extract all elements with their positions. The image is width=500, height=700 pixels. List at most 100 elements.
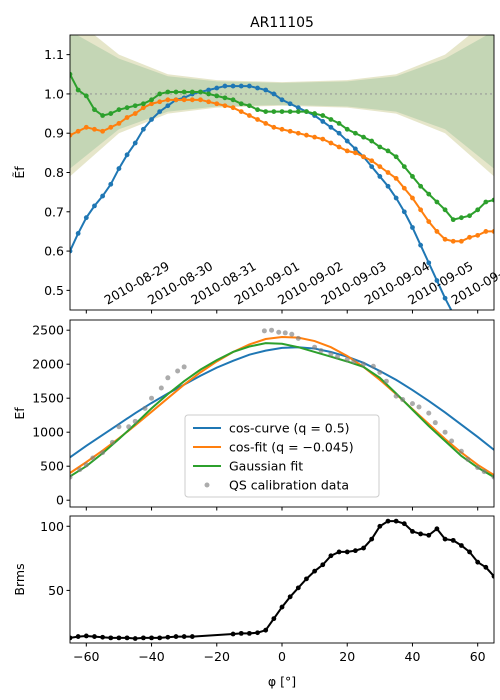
series-marker	[165, 97, 171, 103]
series-marker	[312, 134, 318, 140]
series-marker	[108, 635, 114, 641]
series-marker	[458, 543, 464, 548]
series-line	[70, 342, 494, 478]
y-tick-label: 0	[56, 493, 64, 508]
series-marker	[361, 545, 366, 551]
y-tick-label: 0.6	[44, 244, 64, 259]
series-marker	[157, 99, 163, 105]
series-marker	[108, 181, 114, 187]
scatter-point	[465, 456, 471, 462]
series-marker	[92, 203, 97, 209]
series-marker	[418, 207, 424, 213]
series-line	[70, 346, 494, 459]
series-marker	[467, 213, 472, 219]
scatter-point	[432, 420, 438, 426]
scatter-point	[282, 330, 288, 336]
series-marker	[401, 521, 407, 527]
series-marker	[140, 105, 146, 111]
series-marker	[418, 531, 424, 537]
scatter-point	[289, 331, 295, 337]
series-marker	[279, 126, 285, 132]
series-marker	[255, 630, 260, 636]
series-marker	[181, 89, 187, 95]
scatter-point	[276, 329, 282, 335]
series-marker	[410, 195, 415, 201]
y-tick-label: 500	[40, 459, 64, 474]
series-marker	[483, 199, 489, 205]
scatter-point	[70, 474, 73, 480]
series-marker	[279, 604, 285, 610]
scatter-point	[142, 405, 148, 411]
series-marker	[426, 532, 432, 538]
series-marker	[271, 616, 277, 622]
series-marker	[320, 136, 326, 142]
series-marker	[206, 87, 212, 93]
y-tick-label: 2500	[32, 323, 64, 338]
y-tick-label: 50	[48, 583, 64, 598]
series-marker	[328, 553, 334, 559]
series-marker	[295, 585, 301, 591]
series-marker	[70, 71, 73, 77]
series-marker	[149, 101, 154, 107]
series-marker	[401, 164, 407, 170]
scatter-point	[158, 385, 164, 391]
x-tick-label: −20	[204, 649, 230, 664]
series-marker	[426, 260, 432, 266]
scatter-point	[261, 328, 267, 334]
y-tick-label: 2000	[32, 357, 64, 372]
legend-box	[184, 414, 380, 498]
series-marker	[361, 154, 366, 160]
series-marker	[491, 197, 494, 203]
series-marker	[304, 132, 309, 138]
series-marker	[238, 630, 244, 636]
series-marker	[214, 101, 220, 107]
series-marker	[361, 134, 366, 140]
series-marker	[344, 126, 350, 132]
series-marker	[165, 89, 171, 95]
scatter-point	[126, 424, 132, 430]
series-marker	[328, 140, 334, 146]
legend-label: Gaussian fit	[229, 459, 303, 474]
series-marker	[70, 248, 73, 254]
legend-label: cos-fit (q = −0.045)	[229, 440, 354, 455]
series-marker	[92, 126, 97, 132]
series-marker	[263, 627, 269, 633]
series-marker	[70, 132, 73, 138]
series-marker	[312, 111, 318, 116]
scatter-point	[90, 455, 96, 461]
series-marker	[352, 548, 358, 554]
series-marker	[157, 635, 163, 641]
series-marker	[377, 523, 383, 529]
series-marker	[124, 152, 130, 158]
series-marker	[320, 113, 326, 118]
scatter-point	[481, 469, 487, 475]
series-marker	[434, 278, 440, 283]
series-marker	[287, 101, 293, 107]
scatter-point	[100, 450, 106, 456]
scatter-point	[109, 439, 115, 445]
scatter-point	[475, 465, 481, 471]
series-marker	[83, 215, 89, 221]
series-marker	[475, 559, 481, 565]
series-marker	[173, 97, 179, 103]
series-marker	[287, 594, 293, 600]
series-marker	[181, 97, 187, 103]
scatter-point	[344, 356, 350, 362]
series-marker	[336, 130, 342, 136]
series-marker	[475, 232, 481, 238]
series-marker	[116, 120, 122, 126]
series-marker	[230, 83, 236, 89]
series-marker	[238, 109, 244, 115]
series-marker	[410, 225, 415, 230]
series-marker	[450, 217, 456, 223]
series-marker	[352, 130, 358, 136]
scatter-point	[328, 351, 334, 357]
scatter-point	[416, 404, 422, 410]
series-marker	[189, 89, 195, 95]
series-marker	[467, 234, 472, 240]
series-marker	[157, 109, 163, 115]
series-marker	[132, 103, 138, 109]
series-marker	[279, 109, 285, 115]
series-marker	[116, 107, 122, 113]
